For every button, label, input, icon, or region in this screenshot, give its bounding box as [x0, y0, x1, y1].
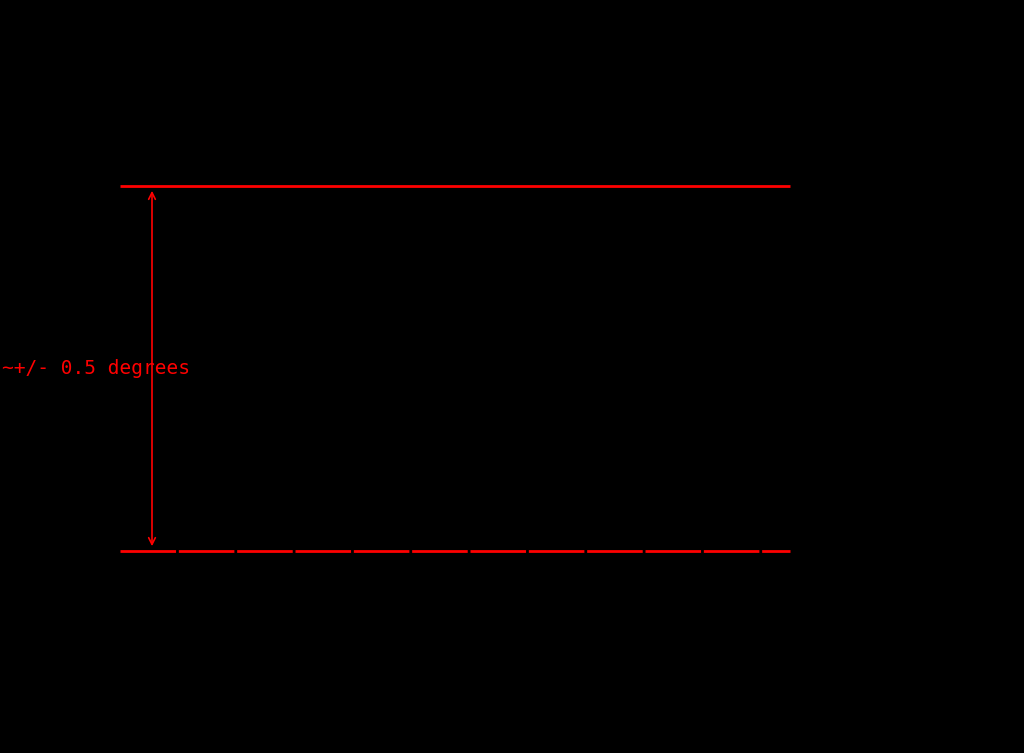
Text: ~+/- 0.5 degrees: ~+/- 0.5 degrees	[2, 359, 190, 378]
